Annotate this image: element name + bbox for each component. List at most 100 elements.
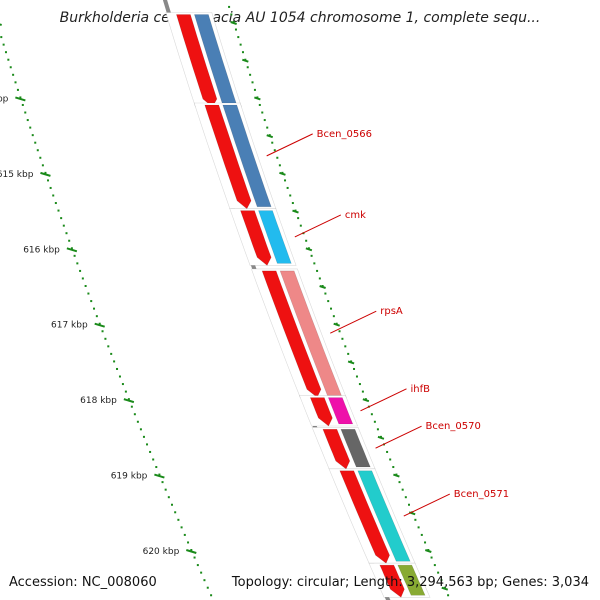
gene-arrow bbox=[379, 564, 405, 598]
minor-tick-right bbox=[338, 330, 341, 333]
minor-tick bbox=[206, 586, 209, 589]
gene-label-leader bbox=[294, 214, 342, 238]
minor-tick-right bbox=[361, 390, 364, 393]
minor-tick bbox=[136, 420, 139, 423]
minor-tick-right bbox=[341, 337, 344, 340]
minor-tick-right bbox=[386, 450, 389, 453]
minor-tick bbox=[36, 149, 39, 152]
minor-tick bbox=[21, 103, 24, 106]
gene-bar bbox=[258, 210, 292, 264]
minor-tick-right bbox=[316, 269, 319, 272]
minor-tick-right bbox=[401, 488, 404, 491]
minor-tick-right bbox=[420, 533, 423, 536]
minor-tick-right bbox=[271, 141, 274, 144]
minor-tick bbox=[95, 315, 98, 318]
minor-tick-right bbox=[241, 51, 244, 54]
minor-tick bbox=[124, 390, 127, 393]
summary-text: Topology: circular; Length: 3,294,563 bp… bbox=[231, 575, 589, 590]
minor-tick bbox=[4, 51, 7, 54]
tick-label: 618 kbp bbox=[80, 396, 117, 406]
minor-tick bbox=[155, 466, 158, 469]
tick-label: 614 kbp bbox=[0, 94, 9, 104]
gene-label-leader bbox=[266, 133, 313, 157]
minor-tick bbox=[90, 300, 93, 303]
gene-label-leader bbox=[360, 388, 407, 412]
minor-tick-right bbox=[373, 420, 376, 423]
minor-tick bbox=[47, 179, 50, 182]
minor-tick-right bbox=[253, 88, 256, 91]
tick-mark-right bbox=[393, 473, 400, 478]
tick-mark bbox=[66, 247, 78, 253]
tick-mark bbox=[186, 549, 197, 554]
minor-tick bbox=[39, 156, 42, 159]
minor-tick-right bbox=[344, 345, 347, 348]
minor-tick bbox=[14, 81, 17, 84]
gene-bar bbox=[397, 564, 426, 596]
minor-tick bbox=[142, 435, 145, 438]
minor-tick bbox=[110, 352, 113, 355]
gene-bar bbox=[327, 397, 354, 425]
minor-tick-right bbox=[376, 428, 379, 431]
minor-tick-right bbox=[433, 564, 436, 567]
minor-tick-right bbox=[358, 383, 361, 386]
minor-tick-right bbox=[278, 164, 281, 167]
tick-mark-right bbox=[377, 435, 385, 440]
minor-tick bbox=[203, 579, 206, 582]
minor-tick-right bbox=[291, 202, 294, 205]
tick-mark-right bbox=[242, 58, 249, 63]
minor-tick bbox=[101, 330, 104, 333]
minor-tick bbox=[26, 119, 29, 122]
tick-mark-right bbox=[333, 322, 341, 327]
minor-tick bbox=[81, 277, 84, 280]
gene-label-leader bbox=[330, 310, 377, 334]
minor-tick-right bbox=[266, 126, 269, 129]
minor-tick-right bbox=[310, 254, 313, 257]
minor-tick-right bbox=[353, 367, 356, 370]
gene-bar bbox=[340, 429, 371, 468]
minor-tick bbox=[93, 307, 96, 310]
gene-label-leader bbox=[375, 425, 422, 449]
minor-tick-right bbox=[327, 300, 330, 303]
tick-mark-right bbox=[254, 96, 261, 101]
gene-arrow bbox=[261, 270, 322, 398]
minor-tick-right bbox=[355, 375, 358, 378]
gene-arrow bbox=[204, 104, 252, 210]
minor-tick bbox=[24, 111, 27, 114]
minor-tick bbox=[113, 360, 116, 363]
minor-tick-right bbox=[437, 571, 440, 574]
minor-tick-right bbox=[258, 103, 261, 106]
minor-tick bbox=[62, 224, 65, 227]
minor-tick-right bbox=[414, 518, 417, 521]
minor-tick bbox=[70, 247, 73, 250]
gene-arrow bbox=[309, 397, 333, 427]
minor-tick-right bbox=[228, 5, 231, 8]
minor-tick bbox=[139, 428, 142, 431]
gene-label: cmk bbox=[345, 210, 366, 221]
minor-tick-right bbox=[276, 156, 279, 159]
minor-tick bbox=[107, 345, 110, 348]
tick-label: 615 kbp bbox=[0, 170, 34, 180]
gene-arrow bbox=[339, 470, 390, 564]
minor-tick bbox=[44, 171, 47, 174]
minor-tick-right bbox=[246, 66, 249, 69]
minor-tick bbox=[49, 186, 52, 189]
tick-mark bbox=[15, 96, 26, 102]
minor-tick-right bbox=[263, 119, 266, 122]
gene-arrow bbox=[240, 210, 272, 266]
minor-tick bbox=[41, 164, 44, 167]
minor-tick bbox=[79, 269, 82, 272]
minor-tick bbox=[29, 126, 32, 129]
minor-tick-right bbox=[332, 315, 335, 318]
gene-label: Bcen_0571 bbox=[454, 489, 509, 500]
minor-tick bbox=[104, 337, 107, 340]
minor-tick bbox=[167, 496, 170, 499]
tick-label: 616 kbp bbox=[23, 245, 60, 255]
minor-tick bbox=[152, 458, 155, 461]
minor-tick-right bbox=[305, 239, 308, 242]
minor-tick-right bbox=[234, 28, 237, 31]
minor-tick-right bbox=[286, 186, 289, 189]
minor-tick-right bbox=[447, 594, 450, 597]
minor-tick bbox=[200, 571, 203, 574]
minor-tick bbox=[130, 405, 133, 408]
